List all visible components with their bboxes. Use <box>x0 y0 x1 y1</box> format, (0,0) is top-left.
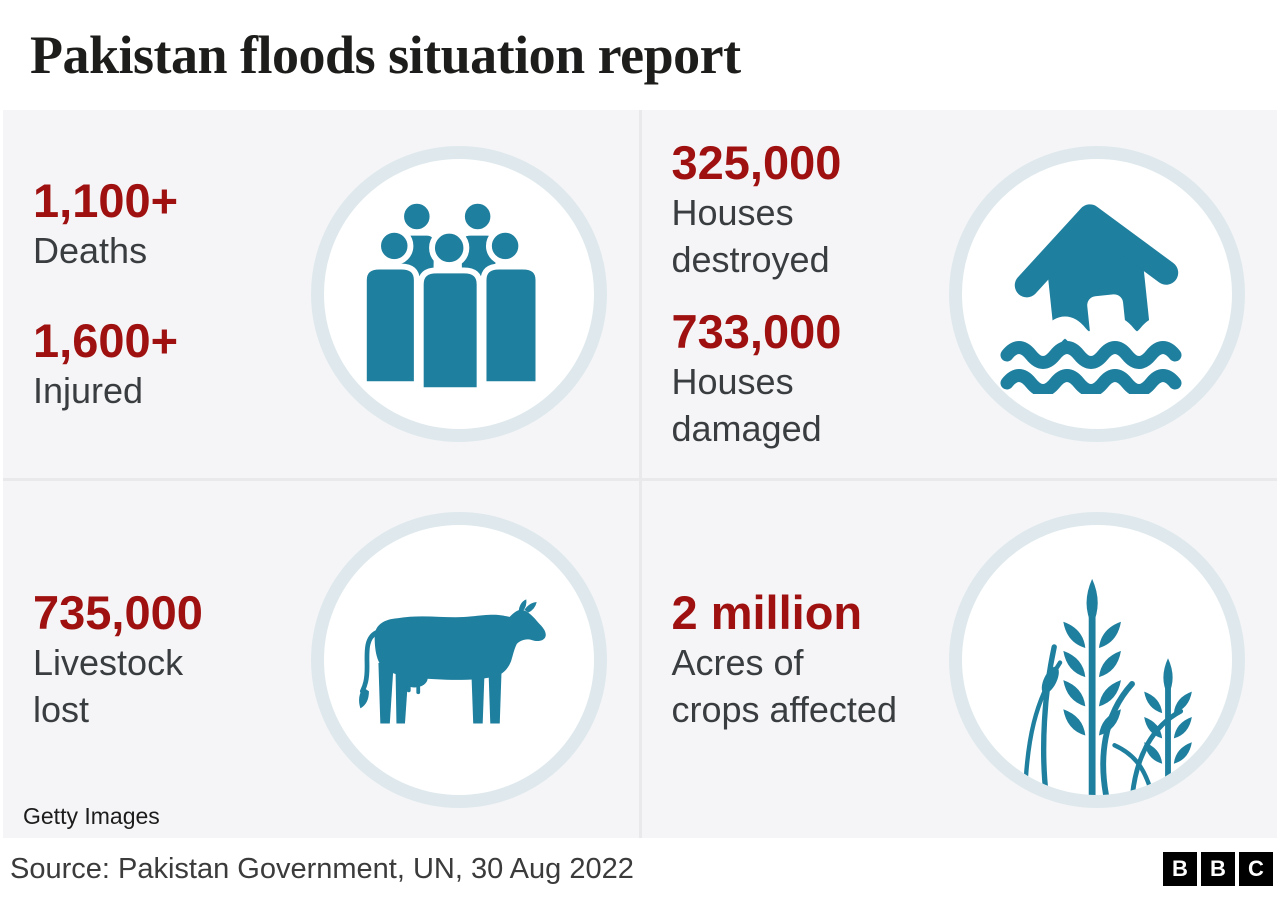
flooded-house-icon <box>997 204 1184 394</box>
livestock-stats: 735,000 Livestock lost <box>33 585 203 734</box>
crops-stats: 2 million Acres of crops affected <box>672 585 897 734</box>
panel-livestock: 735,000 Livestock lost Getty Images <box>3 481 639 838</box>
injured-label: Injured <box>33 370 144 412</box>
source-text: Source: Pakistan Government, UN, 30 Aug … <box>10 852 634 885</box>
image-credit: Getty Images <box>23 803 160 829</box>
panel-casualties: 1,100+ Deaths 1,600+ Injured <box>3 110 639 478</box>
casualties-stats: 1,100+ Deaths 1,600+ Injured <box>33 173 178 416</box>
houses-destroyed-value: 325,000 <box>671 135 842 189</box>
stat-injured: 1,600+ Injured <box>33 313 178 415</box>
people-group-icon <box>360 198 541 394</box>
panel-crops: 2 million Acres of crops affected <box>641 481 1277 838</box>
livestock-value: 735,000 <box>33 585 203 639</box>
stats-grid: 1,100+ Deaths 1,600+ Injured <box>3 110 1277 838</box>
deaths-value: 1,100+ <box>33 173 179 227</box>
bbc-logo-block-b2: B <box>1201 852 1235 886</box>
footer: Source: Pakistan Government, UN, 30 Aug … <box>0 838 1280 900</box>
deaths-label: Deaths <box>33 230 148 272</box>
page-title: Pakistan floods situation report <box>30 25 741 85</box>
bbc-logo-block-b1: B <box>1163 852 1197 886</box>
injured-value: 1,600+ <box>33 314 179 367</box>
houses-icon-circle <box>949 146 1245 442</box>
bbc-logo: B B C <box>1163 852 1273 886</box>
stat-houses-damaged: 733,000 Houses damaged <box>672 304 842 453</box>
houses-stats: 325,000 Houses destroyed 733,000 Houses … <box>672 135 842 453</box>
wheat-crops-icon <box>1022 578 1196 795</box>
panel-houses: 325,000 Houses destroyed 733,000 Houses … <box>641 110 1277 478</box>
stat-livestock: 735,000 Livestock lost <box>33 585 203 734</box>
crops-label: Acres of crops affected <box>671 642 897 731</box>
cow-icon <box>358 598 546 724</box>
stat-crops: 2 million Acres of crops affected <box>672 585 897 734</box>
houses-damaged-value: 733,000 <box>671 305 842 358</box>
stat-deaths: 1,100+ Deaths <box>33 173 178 275</box>
houses-damaged-label: Houses damaged <box>671 361 822 450</box>
stat-houses-destroyed: 325,000 Houses destroyed <box>672 135 842 284</box>
bbc-logo-block-c: C <box>1239 852 1273 886</box>
header: Pakistan floods situation report <box>0 0 1280 110</box>
houses-destroyed-label: Houses destroyed <box>671 192 830 281</box>
livestock-icon-circle <box>310 511 607 808</box>
livestock-label: Livestock lost <box>33 642 184 731</box>
casualties-icon-circle <box>310 146 607 442</box>
crops-icon-circle <box>949 511 1245 808</box>
crops-value: 2 million <box>671 585 863 639</box>
